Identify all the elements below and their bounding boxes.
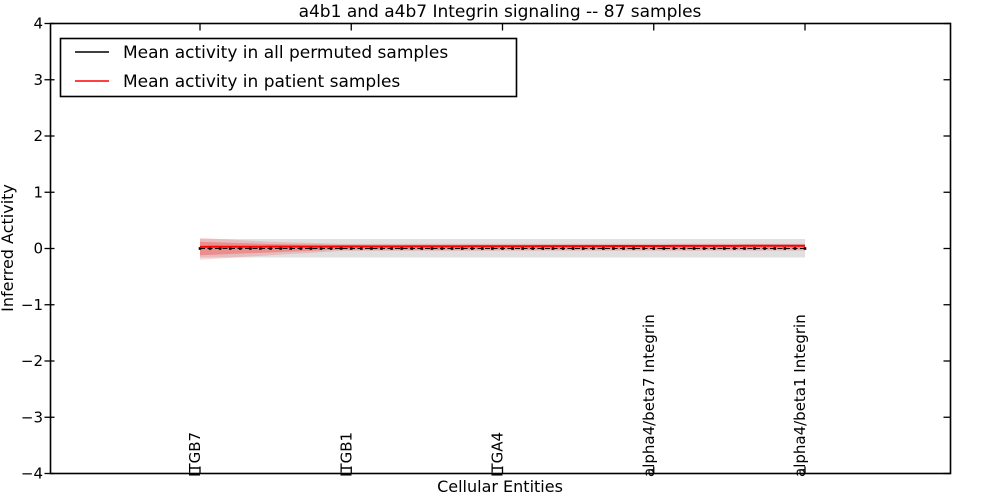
y-tick-label: 3 — [33, 71, 43, 89]
series-marker — [329, 247, 333, 250]
series-marker — [249, 247, 252, 250]
series-marker — [773, 247, 777, 250]
y-tick-label: 1 — [33, 183, 43, 201]
series-marker — [541, 247, 545, 250]
x-tick-label: alpha4/beta7 Integrin — [640, 314, 658, 477]
series-marker — [763, 247, 766, 250]
legend-label-permuted: Mean activity in all permuted samples — [123, 43, 448, 63]
series-marker — [430, 247, 434, 250]
series-marker — [259, 247, 262, 250]
series-marker — [460, 247, 464, 250]
series-marker — [551, 247, 555, 250]
series-marker — [662, 247, 666, 250]
series-marker — [208, 247, 212, 250]
series-marker — [581, 247, 585, 250]
series-marker — [561, 247, 565, 250]
series-marker — [642, 247, 645, 250]
series-marker — [440, 247, 444, 250]
y-tick-label: −2 — [21, 352, 43, 370]
series-marker — [239, 247, 242, 250]
series-marker — [370, 247, 373, 250]
series-marker — [511, 247, 514, 250]
series-marker — [733, 247, 736, 250]
y-tick-label: −3 — [21, 408, 43, 426]
series-marker — [319, 247, 323, 250]
series-marker — [723, 247, 726, 250]
series-marker — [410, 247, 414, 250]
y-axis-label: Inferred Activity — [0, 184, 17, 312]
series-marker — [349, 247, 353, 250]
chart-title: a4b1 and a4b7 Integrin signaling -- 87 s… — [299, 2, 702, 22]
series-marker — [682, 247, 686, 250]
series-marker — [531, 247, 535, 250]
series-marker — [793, 247, 797, 250]
series-marker — [622, 247, 625, 250]
series-marker — [652, 247, 656, 250]
series-marker — [803, 247, 807, 250]
series-marker — [228, 247, 232, 250]
y-tick-label: 2 — [33, 127, 43, 145]
series-marker — [481, 247, 484, 250]
series-marker — [753, 247, 756, 250]
tick-layer — [44, 22, 951, 475]
y-tick-label: −1 — [21, 296, 43, 314]
series-marker — [612, 247, 615, 250]
series-marker — [218, 247, 222, 250]
series-marker — [269, 247, 272, 250]
series-marker — [571, 247, 575, 250]
series-marker — [491, 247, 494, 250]
y-tick-label: 4 — [33, 15, 43, 33]
series-marker — [712, 247, 716, 250]
series-marker — [400, 247, 403, 250]
series-marker — [390, 247, 393, 250]
series-marker — [450, 247, 454, 250]
series-marker — [380, 247, 383, 250]
y-tick-label: −4 — [21, 465, 43, 483]
x-tick-label: ITGB1 — [337, 432, 355, 477]
series-marker — [521, 247, 524, 250]
series-marker — [783, 247, 787, 250]
legend-frame — [59, 37, 518, 98]
series-marker — [289, 247, 293, 250]
series-marker — [672, 247, 676, 250]
series-line-patient — [199, 244, 806, 248]
series-marker — [591, 247, 595, 250]
series-marker — [420, 247, 424, 250]
x-tick-label: ITGB7 — [186, 432, 204, 477]
series-marker — [702, 247, 706, 250]
series-marker — [360, 247, 363, 250]
legend: Mean activity in all permuted samples Me… — [59, 37, 518, 98]
series-marker — [602, 247, 605, 250]
series-marker — [339, 247, 343, 250]
series-marker — [299, 247, 303, 250]
x-tick-label: ITGA4 — [489, 432, 507, 477]
line-layer — [198, 244, 807, 250]
series-marker — [692, 247, 696, 250]
series-marker — [501, 247, 504, 250]
x-axis-label: Cellular Entities — [437, 477, 563, 496]
y-tick-label: 0 — [33, 240, 43, 258]
tick-label-layer: 4 3 2 1 0 −1 −2 −3 −4 ITGB7 ITGB1 ITGA4 alpha4/beta7… — [21, 15, 809, 483]
x-tick-label: alpha4/beta1 Integrin — [791, 314, 809, 477]
series-marker — [279, 247, 282, 250]
series-marker — [743, 247, 746, 250]
series-marker — [632, 247, 635, 250]
series-marker — [198, 247, 202, 250]
series-marker — [309, 247, 313, 250]
series-marker — [470, 247, 474, 250]
legend-label-patient: Mean activity in patient samples — [123, 72, 400, 92]
